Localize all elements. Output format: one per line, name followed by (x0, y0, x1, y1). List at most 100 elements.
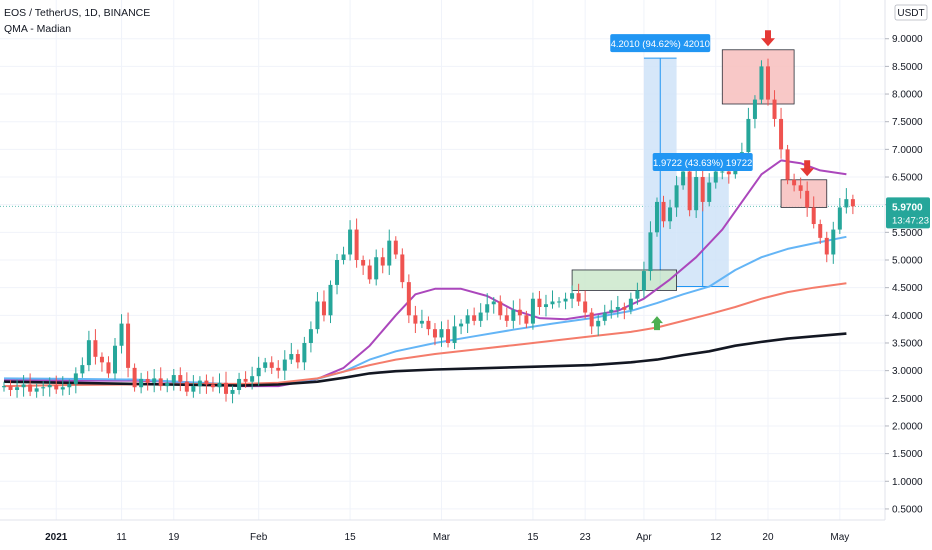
candle-body (126, 323, 131, 368)
candle-body (628, 298, 633, 310)
x-tick-label: 20 (762, 532, 774, 543)
candle-body (850, 199, 855, 207)
candle-body (224, 382, 229, 394)
candle-body (250, 376, 255, 382)
candle-body (204, 380, 209, 385)
candle-body (654, 201, 659, 233)
candle-body (393, 240, 398, 255)
candle-body (478, 312, 483, 321)
candle-body (746, 118, 751, 153)
candle-body (681, 171, 686, 186)
candle-body (210, 384, 215, 388)
candle-body (145, 378, 150, 383)
candle-body (668, 207, 673, 222)
y-tick-label: 3.5000 (892, 338, 923, 349)
candle-body (622, 307, 627, 310)
x-tick-label: Apr (636, 532, 652, 543)
candle-body (106, 362, 111, 374)
candle-body (367, 265, 372, 280)
candle-body (2, 386, 6, 388)
x-tick-label: 15 (527, 532, 539, 543)
candle-body (54, 385, 59, 390)
candle-body (694, 177, 699, 211)
candle-body (472, 315, 477, 321)
y-tick-label: 8.0000 (892, 90, 923, 101)
candle-body (543, 304, 548, 308)
candle-body (498, 301, 503, 316)
y-tick-label: 8.5000 (892, 62, 923, 73)
candle-body (113, 345, 118, 374)
x-tick-label: 11 (116, 532, 127, 543)
y-axis-bg (886, 0, 932, 520)
x-axis[interactable]: 2021 11 19 Feb 15 Mar 15 23 Apr 12 20 May (0, 519, 932, 550)
candle-body (485, 304, 490, 313)
candle-body (648, 232, 653, 272)
candle-body (171, 375, 176, 383)
candle-body (269, 362, 274, 368)
candle-body (263, 362, 268, 368)
candle-body (28, 384, 33, 392)
arrow-down-mid (800, 160, 815, 177)
x-tick-label: 15 (345, 532, 357, 543)
candle-body (504, 315, 509, 321)
candle-body (243, 378, 248, 382)
box-top-resistance (721, 49, 795, 105)
y-tick-label: 5.5000 (892, 228, 923, 239)
candle-body (361, 260, 366, 266)
candle-body (844, 199, 849, 208)
candle-body (184, 381, 189, 392)
candle-body (772, 99, 777, 119)
symbol-title[interactable]: EOS / TetherUS, 1D, BINANCE (4, 7, 151, 19)
candle-body (674, 185, 679, 208)
candle-body (380, 257, 385, 266)
indicator-label[interactable]: QMA - Madian (4, 23, 72, 35)
candle-body (191, 386, 196, 392)
candle-body (354, 229, 359, 260)
candle-body (583, 301, 588, 313)
y-axis[interactable]: 0.5000 1.0000 1.5000 2.0000 2.5000 3.0000 3.50… (884, 0, 932, 520)
candles (2, 58, 855, 404)
y-tick-label: 7.0000 (892, 145, 923, 156)
candle-body (465, 315, 470, 324)
x-tick-label: 12 (710, 532, 722, 543)
candle-body (798, 185, 803, 191)
candle-body (563, 298, 568, 302)
candle-body (119, 323, 124, 346)
countdown-label: 13:47:23 (892, 215, 929, 226)
candle-body (602, 312, 607, 321)
candle-body (792, 179, 797, 186)
candle-body (315, 301, 320, 330)
x-axis-bg (0, 520, 932, 550)
candle-body (524, 315, 529, 324)
y-tick-label: 0.5000 (892, 504, 923, 515)
candle-body (60, 387, 65, 390)
candle-body (726, 171, 731, 175)
box-mid-resistance (780, 179, 828, 208)
arrow-up (650, 316, 663, 331)
candle-body (230, 390, 235, 394)
candle-body (687, 171, 692, 211)
candle-body (139, 378, 144, 388)
candle-body (73, 373, 78, 384)
y-tick-label: 2.5000 (892, 394, 923, 405)
unit-badge (894, 4, 928, 21)
candle-body (217, 382, 222, 388)
candle-body (596, 320, 601, 327)
candle-body (335, 260, 340, 285)
candle-body (132, 367, 137, 388)
unit-badge-text: USDT (897, 8, 924, 19)
candle-body (282, 359, 287, 371)
candle-body (99, 356, 104, 363)
candle-body (615, 307, 620, 310)
y-tick-label: 6.5000 (892, 173, 923, 184)
current-price-label: 5.9700 (892, 202, 923, 213)
candle-body (8, 386, 13, 390)
candle-body (432, 329, 437, 338)
candle-body (419, 320, 424, 324)
candle-body (818, 224, 823, 238)
candle-body (550, 301, 555, 305)
x-tick-label: Feb (250, 532, 268, 543)
candle-body (348, 229, 353, 255)
